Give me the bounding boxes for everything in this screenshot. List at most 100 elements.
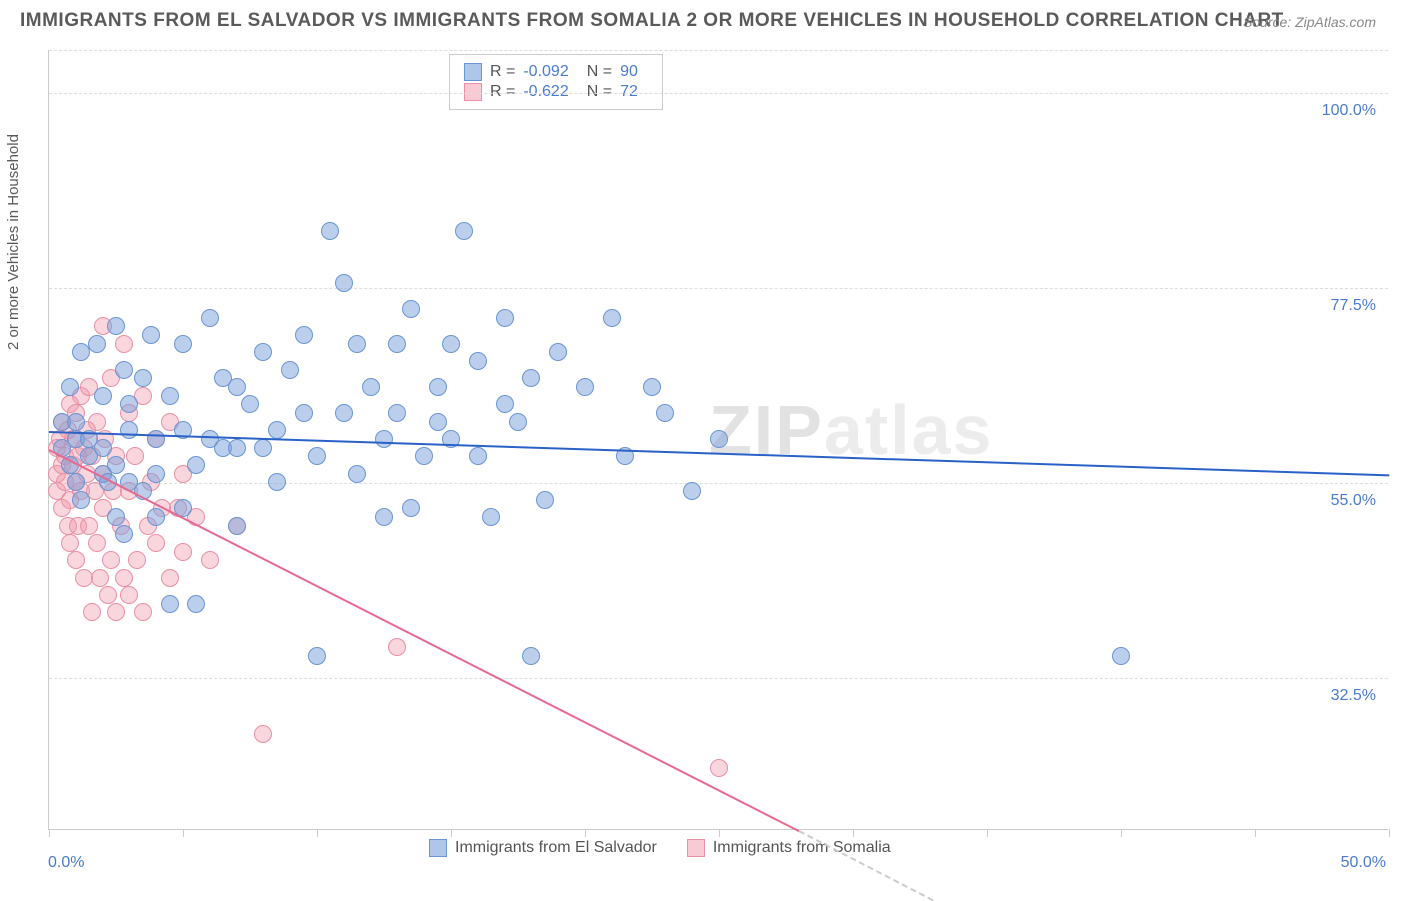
data-point: [67, 473, 85, 491]
gridline: [49, 50, 1388, 51]
data-point: [254, 725, 272, 743]
data-point: [348, 465, 366, 483]
chart-title: IMMIGRANTS FROM EL SALVADOR VS IMMIGRANT…: [20, 10, 1284, 32]
r-value-blue: -0.092: [523, 63, 568, 81]
data-point: [88, 534, 106, 552]
data-point: [603, 309, 621, 327]
swatch-blue-icon: [429, 839, 447, 857]
data-point: [362, 378, 380, 396]
data-point: [254, 343, 272, 361]
x-tick: [183, 829, 184, 837]
legend-label-pink: Immigrants from Somalia: [713, 839, 891, 857]
r-label: R =: [490, 83, 515, 101]
data-point: [469, 352, 487, 370]
data-point: [228, 378, 246, 396]
data-point: [308, 647, 326, 665]
data-point: [80, 517, 98, 535]
data-point: [107, 317, 125, 335]
data-point: [94, 387, 112, 405]
data-point: [683, 482, 701, 500]
data-point: [61, 378, 79, 396]
data-point: [268, 473, 286, 491]
data-point: [91, 569, 109, 587]
data-point: [115, 335, 133, 353]
data-point: [228, 517, 246, 535]
data-point: [115, 525, 133, 543]
gridline: [49, 93, 1388, 94]
x-tick: [719, 829, 720, 837]
data-point: [295, 404, 313, 422]
data-point: [99, 586, 117, 604]
data-point: [509, 413, 527, 431]
gridline: [49, 288, 1388, 289]
correlation-stats-box: R = -0.092 N = 90 R = -0.622 N = 72: [449, 54, 663, 110]
source-label: Source: ZipAtlas.com: [1243, 14, 1376, 30]
data-point: [88, 413, 106, 431]
data-point: [522, 369, 540, 387]
data-point: [115, 361, 133, 379]
swatch-pink-icon: [687, 839, 705, 857]
data-point: [536, 491, 554, 509]
x-max-label: 50.0%: [1341, 854, 1386, 872]
data-point: [102, 551, 120, 569]
data-point: [656, 404, 674, 422]
data-point: [415, 447, 433, 465]
y-tick-label: 100.0%: [1322, 102, 1376, 120]
data-point: [469, 447, 487, 465]
swatch-blue-icon: [464, 63, 482, 81]
data-point: [643, 378, 661, 396]
data-point: [88, 335, 106, 353]
y-tick-label: 77.5%: [1331, 297, 1376, 315]
data-point: [268, 421, 286, 439]
y-axis-label: 2 or more Vehicles in Household: [5, 134, 22, 350]
data-point: [241, 395, 259, 413]
legend-item-pink: Immigrants from Somalia: [687, 839, 891, 857]
data-point: [83, 603, 101, 621]
x-tick: [1121, 829, 1122, 837]
data-point: [142, 326, 160, 344]
data-point: [67, 413, 85, 431]
data-point: [107, 456, 125, 474]
data-point: [549, 343, 567, 361]
data-point: [442, 335, 460, 353]
data-point: [120, 395, 138, 413]
gridline: [49, 483, 1388, 484]
data-point: [107, 508, 125, 526]
data-point: [174, 335, 192, 353]
data-point: [187, 595, 205, 613]
n-label: N =: [587, 63, 612, 81]
data-point: [1112, 647, 1130, 665]
data-point: [201, 309, 219, 327]
data-point: [388, 404, 406, 422]
data-point: [388, 638, 406, 656]
data-point: [161, 595, 179, 613]
legend-label-blue: Immigrants from El Salvador: [455, 839, 657, 857]
y-tick-label: 32.5%: [1331, 687, 1376, 705]
x-min-label: 0.0%: [48, 854, 84, 872]
n-label: N =: [587, 83, 612, 101]
data-point: [321, 222, 339, 240]
data-point: [161, 387, 179, 405]
chart-plot-area: ZIPatlas R = -0.092 N = 90 R = -0.622 N …: [48, 50, 1388, 830]
stats-row-blue: R = -0.092 N = 90: [464, 63, 648, 81]
data-point: [134, 603, 152, 621]
x-tick: [853, 829, 854, 837]
x-tick: [987, 829, 988, 837]
data-point: [429, 378, 447, 396]
data-point: [126, 447, 144, 465]
r-value-pink: -0.622: [523, 83, 568, 101]
data-point: [72, 343, 90, 361]
data-point: [128, 551, 146, 569]
data-point: [115, 569, 133, 587]
data-point: [120, 421, 138, 439]
data-point: [576, 378, 594, 396]
swatch-pink-icon: [464, 83, 482, 101]
data-point: [482, 508, 500, 526]
x-tick: [1389, 829, 1390, 837]
data-point: [228, 439, 246, 457]
stats-row-pink: R = -0.622 N = 72: [464, 83, 648, 101]
x-tick: [585, 829, 586, 837]
data-point: [388, 335, 406, 353]
trend-line: [49, 449, 800, 832]
data-point: [429, 413, 447, 431]
